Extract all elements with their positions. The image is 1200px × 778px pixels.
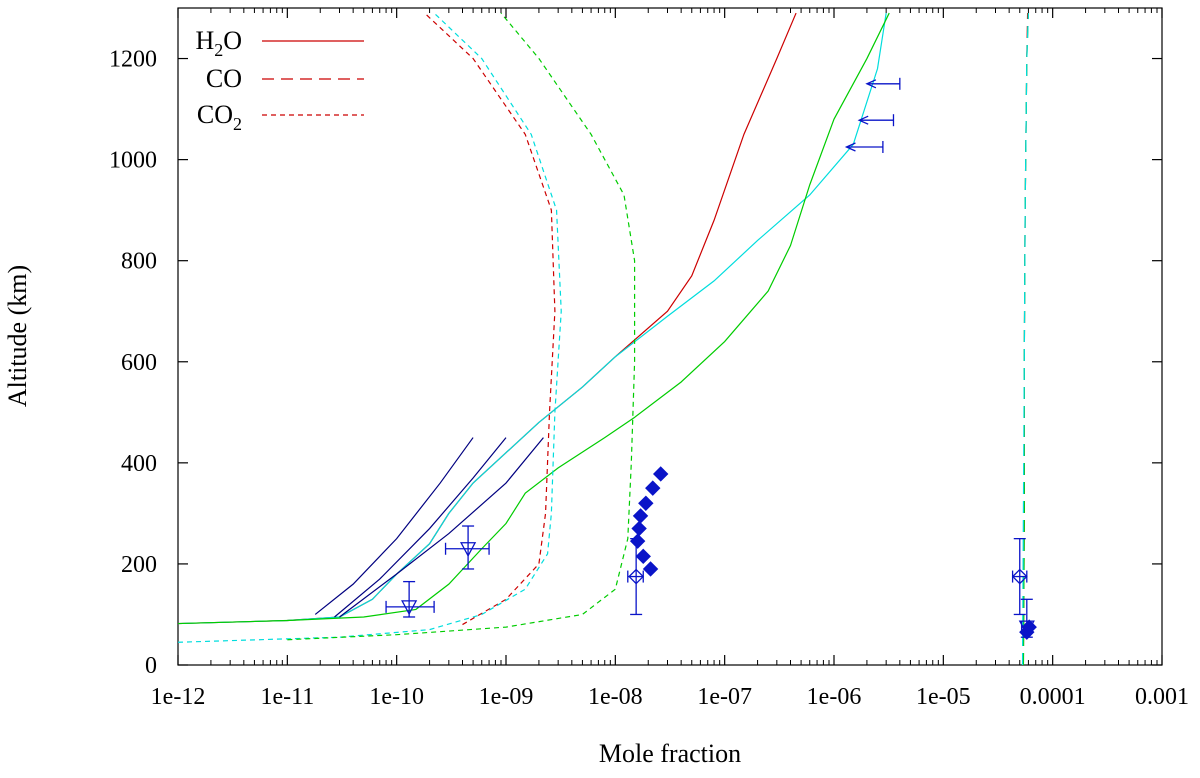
y-tick-label: 800 [121, 249, 157, 275]
ticks-layer [177, 8, 1163, 666]
error-point-0 [385, 580, 435, 618]
x-tick-label: 1e-06 [807, 684, 862, 710]
y-axis-label: Altitude (km) [3, 265, 32, 407]
filled-diamond-7 [652, 466, 669, 482]
x-tick-label: 1e-11 [260, 684, 314, 710]
legend: H2O CO CO2 [195, 26, 364, 134]
x-tick-label: 1e-12 [151, 684, 206, 710]
filled-diamond-1 [635, 548, 651, 565]
upper-limit-1 [857, 114, 895, 127]
x-tick-label: 1e-05 [916, 684, 971, 710]
series-line-co2-8 [287, 12, 636, 641]
x-tick-label: 0.001 [1135, 684, 1189, 710]
error-point-3 [1011, 538, 1028, 616]
x-tick-label: 1e-07 [697, 684, 752, 710]
series-layer [178, 12, 1030, 665]
series-line-co-5 [1021, 13, 1030, 665]
filled-diamond-6 [645, 480, 661, 496]
error-point-1 [444, 525, 490, 570]
legend-label: H2O [195, 26, 242, 60]
series-line-co2-6 [424, 12, 556, 626]
series-line-h2o-2 [178, 12, 890, 625]
legend-item-0: H2O [195, 26, 364, 60]
points-layer [385, 77, 1037, 640]
series-line-obs-11 [339, 437, 544, 618]
y-tick-label: 600 [121, 350, 157, 376]
filled-diamond-0 [642, 561, 659, 577]
series-line-co2-7 [178, 12, 562, 643]
filled-diamond-5 [638, 495, 654, 511]
tick-labels: 1e-12 1e-11 1e-10 1e-09 1e-08 1e-07 1e-06 1e-05… [109, 47, 1189, 710]
x-tick-label: 1e-08 [588, 684, 643, 710]
legend-label: CO [206, 64, 242, 93]
error-point-2 [627, 538, 645, 616]
plot-area [177, 7, 1163, 666]
y-tick-label: 1200 [109, 47, 157, 73]
series-line-obs-10 [334, 437, 507, 618]
x-tick-label: 1e-10 [369, 684, 424, 710]
filled-diamond-2 [629, 533, 646, 549]
legend-item-1: CO [206, 64, 364, 93]
series-line-h2o-1 [178, 12, 887, 625]
upper-limit-2 [844, 140, 884, 153]
series-line-obs-9 [314, 437, 474, 615]
filled-diamond-3 [631, 520, 647, 537]
x-axis-label: Mole fraction [599, 739, 741, 768]
series-line-h2o-0 [178, 12, 797, 625]
upper-limit-0 [865, 77, 901, 90]
filled-diamond-4 [632, 508, 649, 524]
y-tick-label: 0 [145, 653, 157, 679]
plot-frame [177, 7, 1163, 666]
x-tick-label: 0.0001 [1020, 684, 1086, 710]
x-tick-label: 1e-09 [479, 684, 534, 710]
legend-label: CO2 [197, 100, 242, 134]
y-tick-label: 1000 [109, 148, 157, 174]
legend-item-2: CO2 [197, 100, 364, 134]
y-tick-label: 400 [121, 451, 157, 477]
filled-diamond-9 [1021, 619, 1037, 635]
y-tick-label: 200 [121, 552, 157, 578]
